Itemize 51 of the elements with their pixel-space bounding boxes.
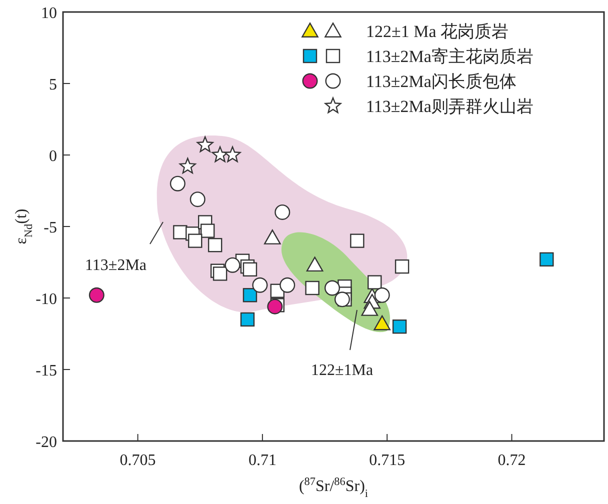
point bbox=[394, 259, 410, 274]
point bbox=[170, 176, 186, 192]
point bbox=[179, 158, 196, 174]
y-tick-label: 5 bbox=[49, 76, 57, 94]
x-tick-label: 0.705 bbox=[120, 452, 156, 469]
point bbox=[88, 287, 104, 303]
legend-label: 122±1 Ma 花岗质岩 bbox=[366, 22, 508, 41]
point bbox=[190, 192, 206, 208]
annotation: 113±2Ma bbox=[85, 257, 147, 274]
y-tick-label: 10 bbox=[41, 5, 57, 22]
point bbox=[392, 320, 407, 334]
point bbox=[252, 277, 268, 293]
y-tick-label: 0 bbox=[49, 148, 57, 165]
point bbox=[173, 225, 188, 240]
point bbox=[242, 288, 258, 302]
point bbox=[224, 257, 240, 273]
point bbox=[361, 301, 378, 316]
point bbox=[212, 146, 228, 162]
x-tick-label: 0.715 bbox=[369, 452, 406, 469]
point bbox=[267, 298, 283, 314]
point bbox=[240, 312, 255, 327]
annotation: 122±1Ma bbox=[311, 362, 374, 379]
point bbox=[334, 292, 350, 308]
y-tick-label: -20 bbox=[36, 434, 57, 451]
x-tick-label: 0.72 bbox=[498, 452, 526, 469]
legend-label: 113±2Ma则弄群火山岩 bbox=[366, 97, 534, 116]
point bbox=[324, 280, 340, 296]
point bbox=[242, 262, 258, 276]
y-tick-label: -15 bbox=[36, 362, 57, 380]
point bbox=[540, 252, 554, 266]
point bbox=[200, 224, 215, 238]
point bbox=[212, 266, 228, 281]
x-tick-label: 0.71 bbox=[248, 452, 276, 469]
point bbox=[350, 234, 364, 248]
y-tick-label: -10 bbox=[36, 291, 57, 308]
legend-label: 113±2Ma闪长质包体 bbox=[366, 72, 516, 91]
y-tick-label: -5 bbox=[44, 220, 57, 236]
point bbox=[196, 136, 214, 152]
point bbox=[374, 287, 390, 303]
point bbox=[305, 280, 320, 296]
point bbox=[306, 256, 324, 272]
point bbox=[274, 204, 290, 220]
point bbox=[208, 238, 222, 252]
point bbox=[280, 277, 296, 293]
legend-label: 113±2Ma寄主花岗质岩 bbox=[366, 47, 534, 66]
x-axis-title: ($^{87}$Sr/$^{86}$Sr)$_{i}$ bbox=[298, 476, 368, 500]
point bbox=[374, 315, 391, 330]
point bbox=[224, 146, 241, 162]
point bbox=[264, 230, 281, 244]
point bbox=[368, 275, 382, 290]
point bbox=[188, 234, 202, 248]
